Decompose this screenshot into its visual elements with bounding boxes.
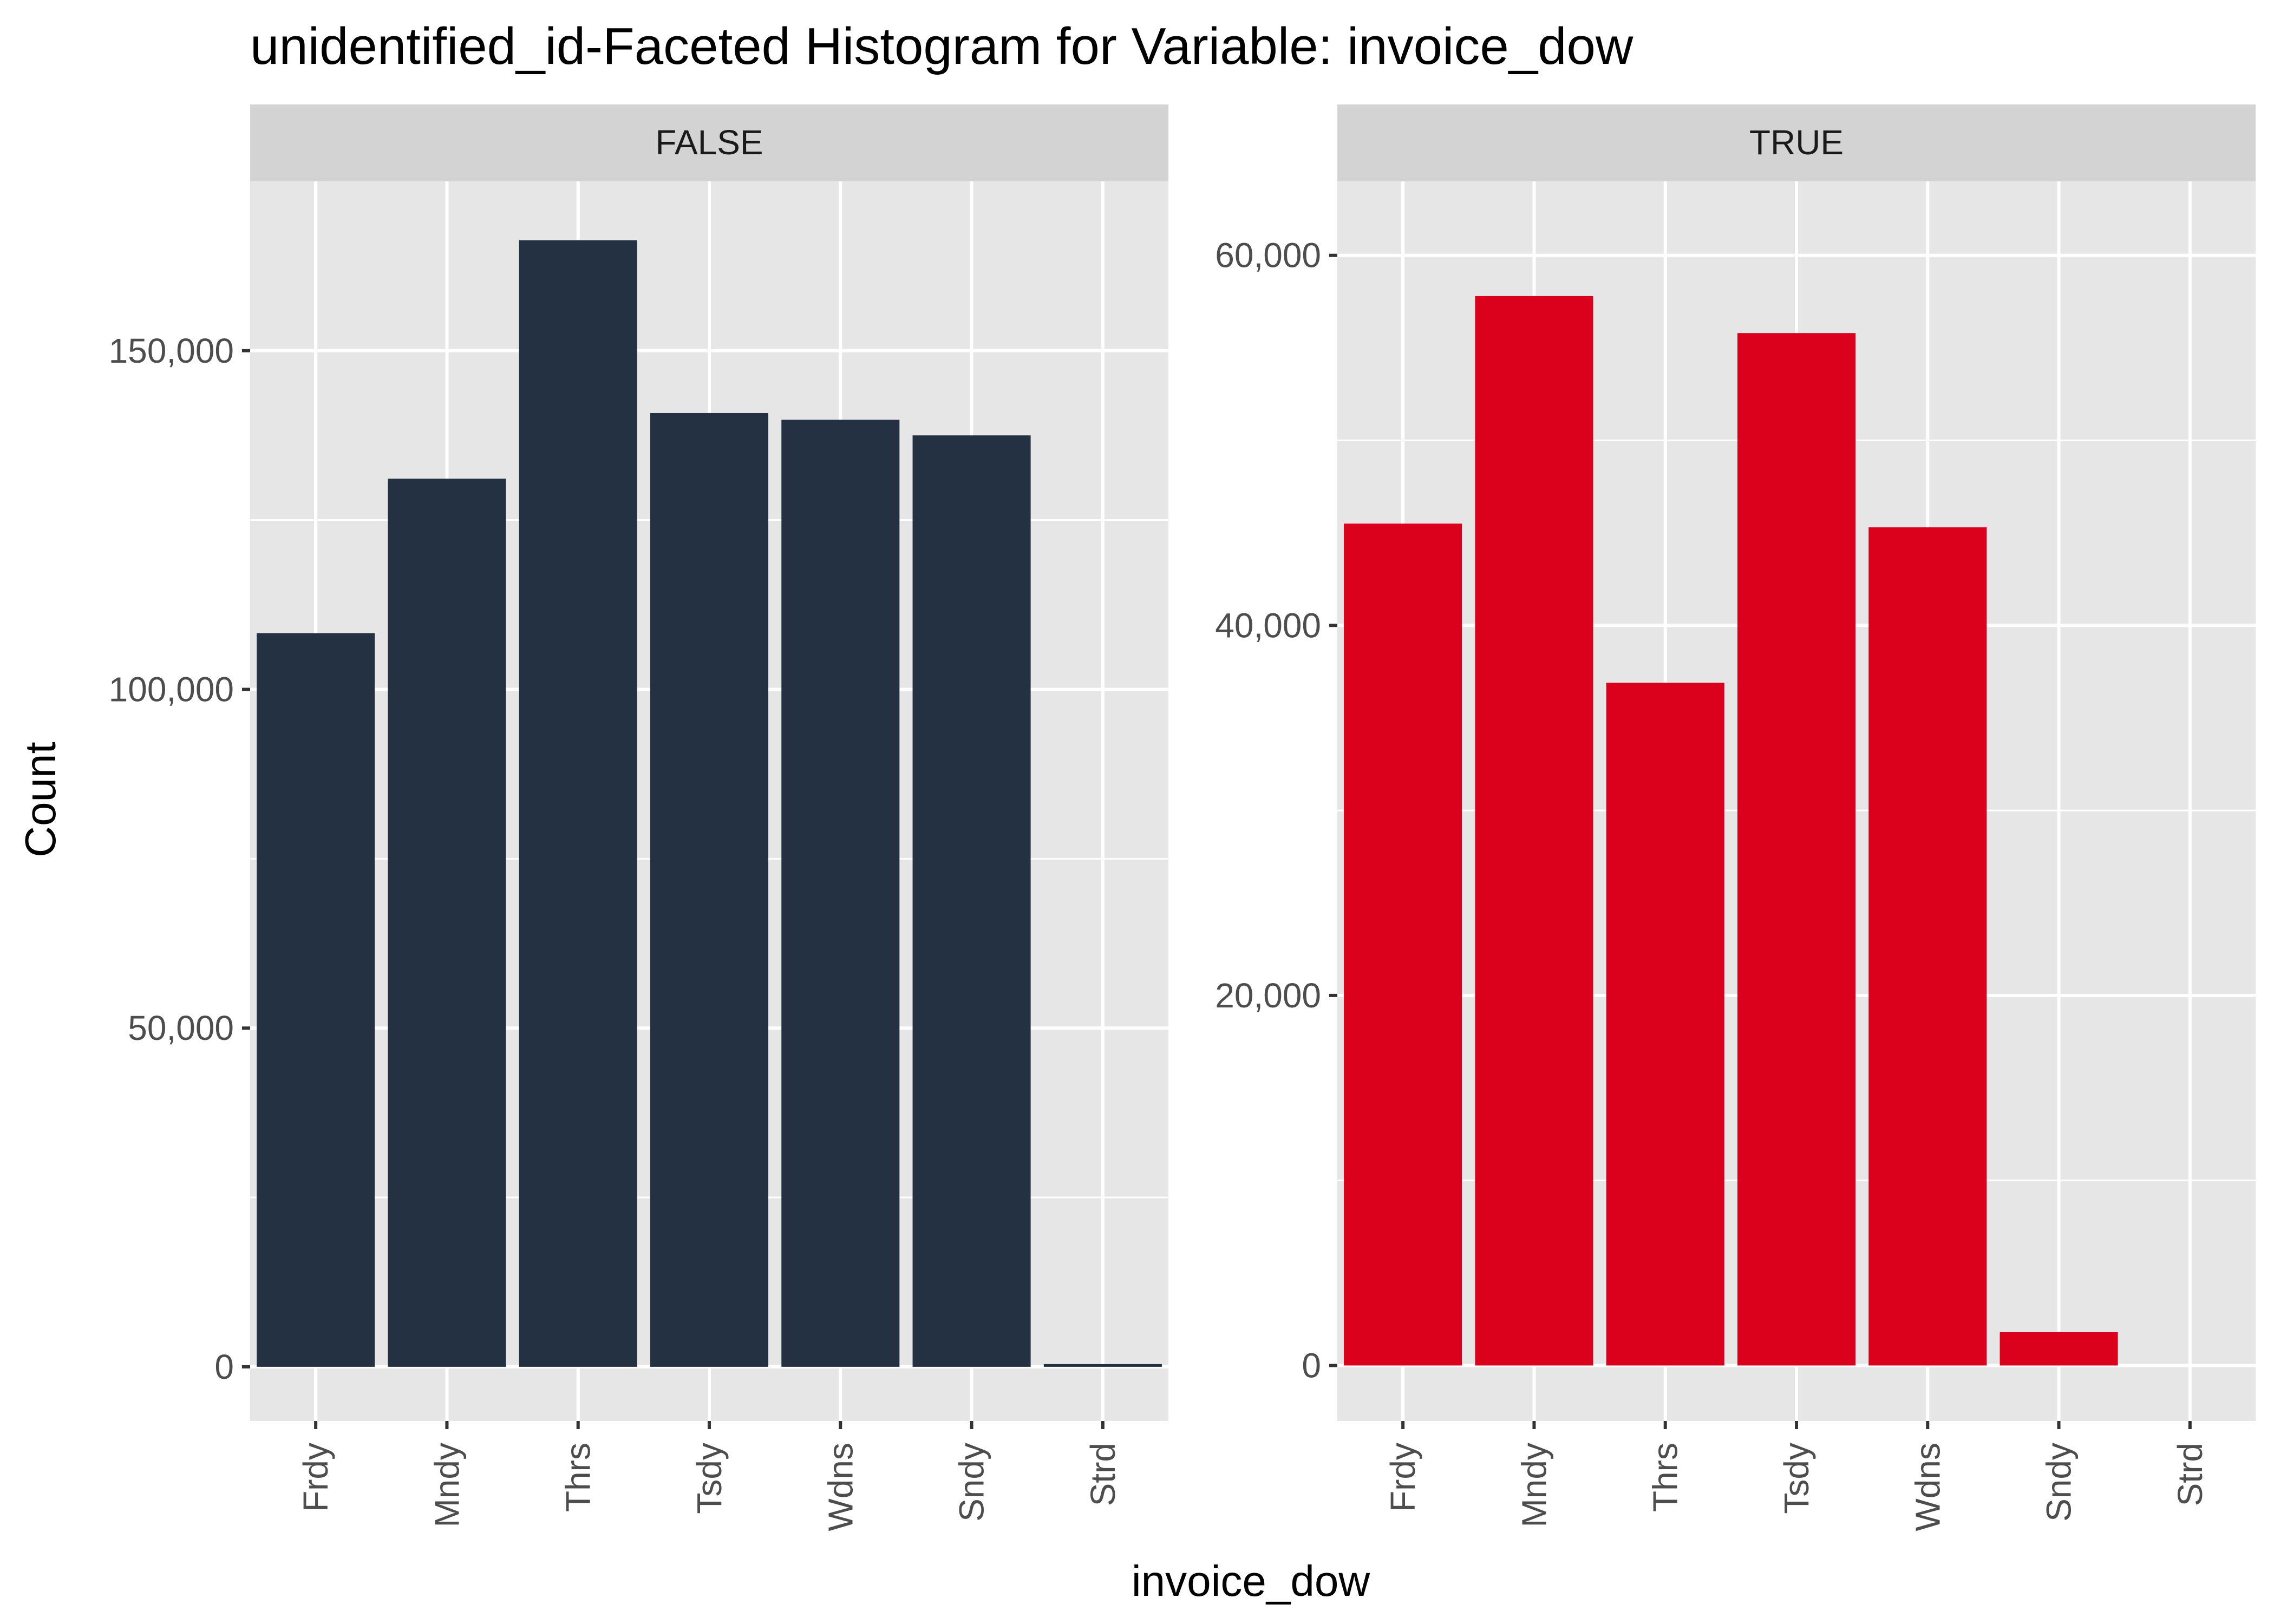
facet-strip xyxy=(250,104,1168,181)
bar-thrs xyxy=(519,240,637,1367)
bar-tsdy xyxy=(650,412,769,1367)
y-tick-label: 0 xyxy=(1302,1346,1321,1385)
bar-sndy xyxy=(912,435,1031,1367)
bar-sndy xyxy=(1999,1332,2118,1366)
x-tick-label: Wdns xyxy=(821,1443,860,1531)
x-tick-label: Strd xyxy=(2171,1443,2210,1506)
facet-panels: FALSE 0 50,000 100,000 150,000 Frdy Mndy Thrs Ts… xyxy=(109,104,2256,1531)
y-tick-label: 60,000 xyxy=(1215,236,1321,275)
x-tick-label: Frdy xyxy=(1383,1443,1422,1512)
facet-panel-true: TRUE 0 20,000 40,000 60,000 Frdy Mndy Thrs Tsdy W… xyxy=(1215,104,2256,1531)
bar-mndy xyxy=(1475,296,1593,1366)
x-axis-title: invoice_dow xyxy=(1132,1557,1370,1605)
y-tick-label: 50,000 xyxy=(128,1009,234,1047)
y-tick-label: 100,000 xyxy=(109,670,234,709)
x-tick-label: Thrs xyxy=(559,1443,598,1512)
facet-strip-label: TRUE xyxy=(1749,123,1844,162)
bar-tsdy xyxy=(1737,333,1856,1366)
bar-thrs xyxy=(1606,683,1724,1366)
bar-mndy xyxy=(388,479,506,1367)
x-tick-label: Frdy xyxy=(296,1443,335,1512)
bar-wdns xyxy=(781,420,900,1367)
x-tick-label: Tsdy xyxy=(690,1443,729,1514)
x-tick-label: Sndy xyxy=(952,1443,991,1522)
x-tick-label: Sndy xyxy=(2040,1443,2079,1522)
y-tick-label: 150,000 xyxy=(109,331,234,370)
chart-title: unidentified_id-Faceted Histogram for Va… xyxy=(250,17,1633,75)
y-tick-label: 40,000 xyxy=(1215,606,1321,645)
x-tick-label: Tsdy xyxy=(1777,1443,1816,1514)
bar-frdy xyxy=(257,633,375,1367)
y-tick-label: 0 xyxy=(214,1347,234,1386)
bar-strd xyxy=(1043,1364,1162,1367)
facet-panel-false: FALSE 0 50,000 100,000 150,000 Frdy Mndy Thrs Ts… xyxy=(109,104,1168,1531)
facet-strip-label: FALSE xyxy=(655,123,763,162)
bar-frdy xyxy=(1344,523,1462,1366)
y-tick-label: 20,000 xyxy=(1215,976,1321,1015)
x-tick-label: Wdns xyxy=(1908,1443,1947,1531)
bar-wdns xyxy=(1868,527,1987,1366)
x-tick-label: Strd xyxy=(1083,1443,1122,1506)
y-axis-title: Count xyxy=(16,742,64,857)
x-tick-label: Mndy xyxy=(427,1443,466,1528)
facet-strip xyxy=(1337,104,2256,181)
x-tick-label: Thrs xyxy=(1646,1443,1685,1512)
x-tick-label: Mndy xyxy=(1514,1443,1553,1528)
